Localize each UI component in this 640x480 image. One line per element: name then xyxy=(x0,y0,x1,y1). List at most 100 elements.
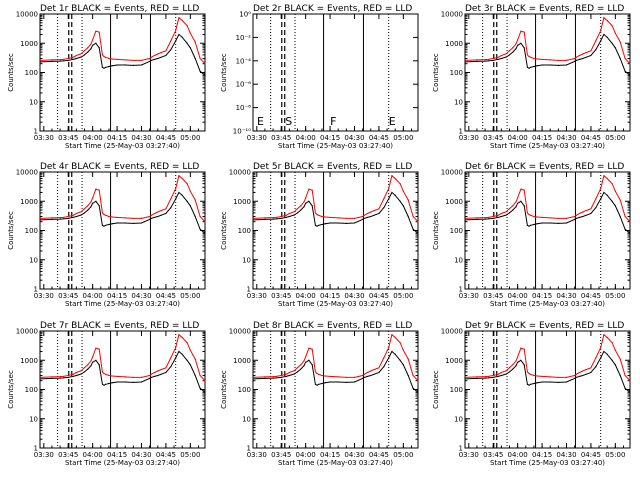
lld-series-point xyxy=(533,215,535,218)
lld-series-line xyxy=(40,174,206,223)
lld-series-point xyxy=(585,368,587,371)
y-tick-label: 1 xyxy=(247,445,251,453)
panel-det-5: Det 5r BLACK = Events, RED = LLD 1 10 100 10… xyxy=(220,162,419,308)
events-series-point xyxy=(528,225,530,227)
events-series-point xyxy=(585,214,587,216)
events-series-point xyxy=(611,42,613,44)
events-series-point xyxy=(575,217,577,219)
events-series-line xyxy=(40,191,206,234)
events-series-point xyxy=(614,205,616,207)
lld-series-point xyxy=(311,189,313,191)
x-tick-label: 04:15 xyxy=(532,134,552,142)
events-series-point xyxy=(530,383,532,385)
x-tick-label: 03:30 xyxy=(247,134,267,142)
lld-series-point xyxy=(296,367,299,369)
y-tick-label: 1 xyxy=(34,286,38,294)
y-tick-label: 10 xyxy=(29,415,38,423)
lld-series-point xyxy=(124,217,126,219)
events-series-point xyxy=(111,223,113,225)
x-tick-label: 04:45 xyxy=(156,292,176,300)
x-tick-label: 04:00 xyxy=(296,134,316,142)
events-series-point xyxy=(316,225,318,227)
lld-series-point xyxy=(149,57,151,60)
events-series-point xyxy=(90,206,92,208)
lld-series-point xyxy=(515,201,517,203)
lld-series-point xyxy=(39,376,42,378)
lld-series-point xyxy=(132,217,134,219)
events-series-point xyxy=(520,200,522,202)
events-series-point xyxy=(199,70,201,72)
events-series-point xyxy=(80,373,82,375)
x-tick-label: 04:30 xyxy=(131,134,151,142)
events-series-point xyxy=(606,353,608,355)
lld-series-point xyxy=(391,334,393,336)
events-series-point xyxy=(175,357,177,359)
panel-title: Det 4r BLACK = Events, RED = LLD xyxy=(40,162,199,172)
lld-series-point xyxy=(515,360,517,362)
events-series-point xyxy=(541,64,543,66)
lld-series-point xyxy=(606,19,608,22)
x-tick-label: 03:45 xyxy=(271,134,291,142)
lld-series-point xyxy=(175,347,177,349)
y-tick-label: 1 xyxy=(459,286,463,294)
x-tick-label: 04:45 xyxy=(581,451,601,459)
panel-title: Det 9r BLACK = Events, RED = LLD xyxy=(465,321,624,331)
events-series-point xyxy=(149,377,151,379)
events-series-point xyxy=(329,381,331,383)
y-tick-label: 100 xyxy=(450,386,463,394)
lld-series-point xyxy=(194,41,196,43)
x-tick-label: 03:30 xyxy=(459,134,479,142)
events-series-point xyxy=(505,373,507,375)
lld-series-point xyxy=(541,58,543,61)
lld-series-point xyxy=(536,216,538,218)
lld-series-point xyxy=(178,334,180,336)
events-series-point xyxy=(150,376,152,378)
lld-series-point xyxy=(314,371,317,373)
lld-series-point xyxy=(181,336,183,339)
events-series-point xyxy=(497,375,499,378)
lld-series-point xyxy=(178,17,180,19)
events-series-point xyxy=(175,40,177,42)
lld-series-point xyxy=(585,209,587,212)
events-series-point xyxy=(565,64,568,66)
events-series-point xyxy=(574,377,576,379)
x-tick-label: 04:00 xyxy=(83,134,103,142)
x-tick-label: 05:00 xyxy=(605,292,625,300)
events-series-point xyxy=(178,350,180,353)
lld-series-point xyxy=(75,54,77,57)
events-series-point xyxy=(186,359,188,361)
lld-series-point xyxy=(39,217,42,219)
y-tick-label: 1000 xyxy=(445,198,463,206)
x-tick-label: 03:30 xyxy=(34,451,54,459)
events-series-point xyxy=(337,222,339,224)
x-tick-label: 05:00 xyxy=(393,134,413,142)
lld-series-point xyxy=(285,214,287,216)
x-tick-label: 03:30 xyxy=(247,451,267,459)
y-axis-label: Counts/sec xyxy=(7,370,15,409)
events-series-point xyxy=(417,391,419,393)
x-tick-label: 04:30 xyxy=(131,292,151,300)
lld-series-point xyxy=(370,211,372,213)
events-series-line xyxy=(40,33,206,76)
lld-series-line xyxy=(465,174,631,223)
x-axis-label: Start Time (25-May-03 03:27:40) xyxy=(65,459,180,467)
events-series-point xyxy=(111,65,113,67)
lld-series-point xyxy=(101,371,104,373)
events-series-point xyxy=(116,64,118,66)
lld-series-point xyxy=(565,376,568,378)
events-series-point xyxy=(517,202,519,204)
lld-series-point xyxy=(303,201,305,203)
events-series-point xyxy=(194,215,196,218)
lld-series-point xyxy=(464,217,467,219)
lld-series-point xyxy=(378,367,380,369)
events-series-point xyxy=(59,218,61,220)
lld-series-point xyxy=(526,212,529,214)
lld-series-point xyxy=(517,356,519,358)
events-series-point xyxy=(272,218,274,220)
lld-series-point xyxy=(383,198,385,200)
events-series-point xyxy=(363,376,365,378)
events-series-point xyxy=(87,51,89,53)
lld-series-point xyxy=(83,208,86,210)
lld-series-point xyxy=(199,374,201,377)
lld-series-point xyxy=(353,376,356,378)
